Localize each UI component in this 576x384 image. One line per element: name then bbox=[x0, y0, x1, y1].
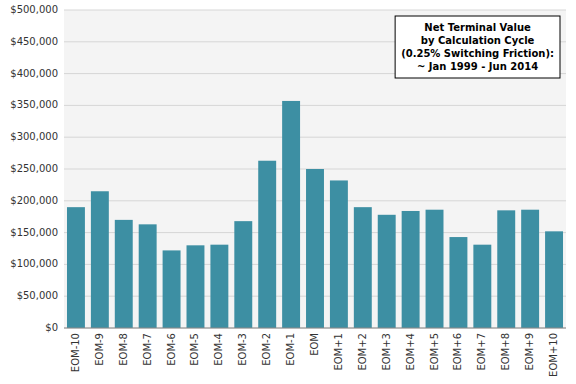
annotation-line: Net Terminal Value bbox=[424, 22, 531, 33]
chart: $0 $50,000 $100,000 $150,000 $200,000 $250,00… bbox=[0, 0, 576, 384]
annotation-text: Net Terminal Value by Calculation Cycle (0… bbox=[401, 22, 554, 72]
y-tick-label: $250,000 bbox=[10, 163, 58, 174]
bar bbox=[545, 231, 563, 328]
bar bbox=[330, 180, 348, 328]
bars bbox=[67, 101, 563, 328]
x-tick-label: EOM+7 bbox=[476, 333, 487, 371]
x-tick-label: EOM bbox=[309, 333, 320, 356]
grid-line bbox=[64, 328, 566, 329]
grid-line bbox=[64, 10, 566, 11]
bar bbox=[473, 245, 491, 328]
x-tick-label: EOM-1 bbox=[285, 333, 296, 366]
x-tick-label: EOM-9 bbox=[94, 333, 105, 366]
grid-line bbox=[64, 105, 566, 106]
bar bbox=[354, 207, 372, 328]
x-axis: EOM-10 EOM-9 EOM-8 EOM-7 EOM-6 EOM-5 EOM-4 EOM-… bbox=[70, 333, 559, 377]
y-tick-label: $0 bbox=[45, 322, 58, 333]
x-tick-label: EOM-8 bbox=[118, 333, 129, 366]
grid-line bbox=[64, 137, 566, 138]
bar bbox=[163, 250, 181, 328]
y-tick-label: $500,000 bbox=[10, 4, 58, 15]
annotation-line: ~ Jan 1999 - Jun 2014 bbox=[417, 61, 538, 72]
y-tick-label: $450,000 bbox=[10, 36, 58, 47]
annotation-line: (0.25% Switching Friction): bbox=[401, 48, 554, 59]
bar bbox=[497, 210, 515, 328]
bar bbox=[91, 191, 109, 328]
bar bbox=[378, 215, 396, 328]
bar bbox=[139, 224, 157, 328]
y-tick-label: $400,000 bbox=[10, 68, 58, 79]
bar bbox=[115, 220, 133, 328]
x-tick-label: EOM-10 bbox=[70, 333, 81, 372]
x-axis-line bbox=[64, 328, 566, 329]
bar bbox=[306, 169, 324, 328]
bar bbox=[234, 221, 252, 328]
bar bbox=[282, 101, 300, 328]
x-tick-label: EOM-2 bbox=[261, 333, 272, 366]
bar bbox=[210, 245, 228, 328]
y-tick-label: $200,000 bbox=[10, 195, 58, 206]
x-tick-label: EOM-6 bbox=[166, 333, 177, 366]
annotation-box bbox=[395, 16, 560, 78]
x-tick-label: EOM-4 bbox=[213, 333, 224, 366]
annotation-line: by Calculation Cycle bbox=[421, 35, 535, 46]
y-tick-label: $150,000 bbox=[10, 227, 58, 238]
bar bbox=[426, 210, 444, 328]
y-tick-label: $50,000 bbox=[17, 290, 58, 301]
y-tick-label: $350,000 bbox=[10, 99, 58, 110]
y-tick-label: $300,000 bbox=[10, 131, 58, 142]
x-tick-label: EOM+6 bbox=[452, 333, 463, 371]
bar bbox=[449, 237, 467, 328]
x-tick-label: EOM+5 bbox=[429, 333, 440, 371]
x-tick-label: EOM+2 bbox=[357, 333, 368, 371]
plot-area bbox=[64, 10, 566, 328]
x-tick-label: EOM+4 bbox=[405, 333, 416, 371]
bar bbox=[521, 210, 539, 328]
x-tick-label: EOM-5 bbox=[189, 333, 200, 366]
bar bbox=[67, 207, 85, 328]
x-tick-label: EOM-7 bbox=[142, 333, 153, 366]
y-axis: $0 $50,000 $100,000 $150,000 $200,000 $250,00… bbox=[10, 4, 566, 333]
bar bbox=[187, 245, 205, 328]
bar bbox=[402, 211, 420, 328]
x-tick-label: EOM-3 bbox=[237, 333, 248, 366]
x-tick-label: EOM+10 bbox=[548, 333, 559, 377]
x-tick-label: EOM+9 bbox=[524, 333, 535, 371]
annotation: Net Terminal Value by Calculation Cycle (0… bbox=[395, 16, 560, 78]
x-tick-label: EOM+3 bbox=[381, 333, 392, 371]
y-tick-label: $100,000 bbox=[10, 258, 58, 269]
x-tick-label: EOM+1 bbox=[333, 333, 344, 371]
bar bbox=[258, 161, 276, 328]
x-tick-label: EOM+8 bbox=[500, 333, 511, 371]
